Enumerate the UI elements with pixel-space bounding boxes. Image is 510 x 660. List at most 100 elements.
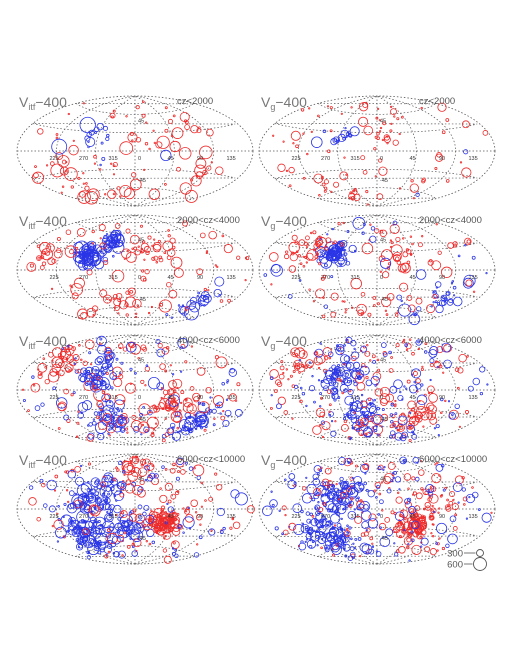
longitude-label: 135 (227, 395, 236, 401)
positive-point (165, 346, 170, 350)
positive-point (122, 399, 125, 403)
positive-point (229, 526, 233, 530)
positive-point (378, 130, 382, 133)
positive-point (333, 181, 340, 188)
positive-point (437, 250, 442, 255)
redshift-range-label: 2000<cz<4000 (177, 215, 240, 226)
positive-point (182, 402, 194, 413)
positive-point (47, 371, 60, 383)
positive-point (327, 480, 333, 486)
positive-point (131, 414, 137, 420)
positive-point (196, 268, 204, 276)
positive-point (440, 411, 443, 415)
negative-point (177, 337, 189, 349)
negative-point (449, 515, 457, 523)
positive-point (337, 498, 341, 501)
negative-point (317, 501, 320, 504)
negative-point (390, 402, 395, 407)
positive-point (290, 347, 301, 358)
positive-point (28, 497, 37, 506)
negative-point (343, 480, 349, 487)
positive-point (349, 196, 353, 200)
positive-point (99, 242, 107, 250)
positive-point (464, 237, 472, 246)
negative-point (352, 379, 356, 383)
negative-point (452, 296, 463, 307)
positive-point (407, 410, 416, 419)
negative-point (196, 475, 201, 480)
negative-point (76, 523, 80, 526)
positive-point (145, 540, 148, 543)
negative-point (437, 433, 440, 437)
positive-point (382, 271, 390, 279)
positive-point (328, 356, 332, 360)
positive-point (385, 393, 395, 403)
positive-point (376, 136, 380, 141)
negative-point (315, 530, 321, 537)
positive-point (78, 343, 81, 347)
positive-point (184, 119, 188, 123)
positive-point (148, 147, 151, 151)
negative-point (348, 526, 352, 530)
negative-point (188, 466, 194, 471)
positive-point (391, 434, 397, 439)
positive-point (100, 481, 106, 488)
positive-point (192, 464, 205, 477)
negative-point (331, 526, 335, 529)
positive-point (302, 132, 305, 135)
positive-point (199, 232, 206, 239)
positive-point (350, 485, 353, 488)
longitude-label: 90 (439, 514, 445, 520)
negative-point (347, 555, 354, 561)
negative-point (101, 526, 112, 538)
negative-point (129, 367, 133, 371)
negative-point (416, 394, 428, 406)
quantity-subscript: itf (28, 102, 36, 112)
positive-point (363, 531, 369, 537)
negative-point (156, 348, 166, 358)
positive-point (360, 417, 369, 427)
negative-point (82, 519, 86, 523)
positive-point (305, 246, 309, 249)
positive-point (115, 466, 118, 470)
negative-point (274, 526, 279, 531)
negative-point (319, 392, 323, 396)
positive-point (379, 229, 388, 238)
quantity-offset: −400 (275, 213, 307, 229)
negative-point (208, 528, 216, 536)
negative-point (83, 254, 87, 257)
negative-point (203, 303, 206, 307)
negative-point (435, 304, 444, 314)
parallel-line (274, 242, 478, 253)
positive-point (205, 387, 212, 394)
negative-point (308, 385, 316, 392)
negative-point (323, 263, 328, 268)
negative-point (171, 551, 176, 556)
negative-point (337, 257, 345, 265)
positive-point (88, 504, 99, 515)
negative-point (69, 520, 72, 523)
positive-point (155, 526, 159, 530)
positive-point (409, 252, 413, 256)
negative-point (102, 492, 106, 495)
negative-point (328, 378, 337, 387)
positive-point (82, 360, 88, 366)
positive-point (328, 410, 331, 414)
positive-point (355, 464, 358, 468)
negative-point (311, 136, 323, 148)
negative-point (90, 365, 100, 375)
positive-point (76, 228, 86, 237)
positive-point (323, 179, 329, 185)
positive-point (37, 371, 43, 377)
longitude-label: 45 (410, 275, 416, 281)
positive-point (278, 373, 285, 380)
positive-point (49, 368, 58, 377)
positive-point (394, 403, 397, 406)
positive-point (140, 242, 149, 251)
positive-point (193, 467, 196, 470)
positive-point (167, 234, 171, 238)
negative-point (400, 434, 407, 442)
quantity-subscript: itf (28, 221, 36, 231)
positive-point (182, 507, 185, 510)
panel-quantity-label: Vitf−400 (19, 213, 67, 231)
